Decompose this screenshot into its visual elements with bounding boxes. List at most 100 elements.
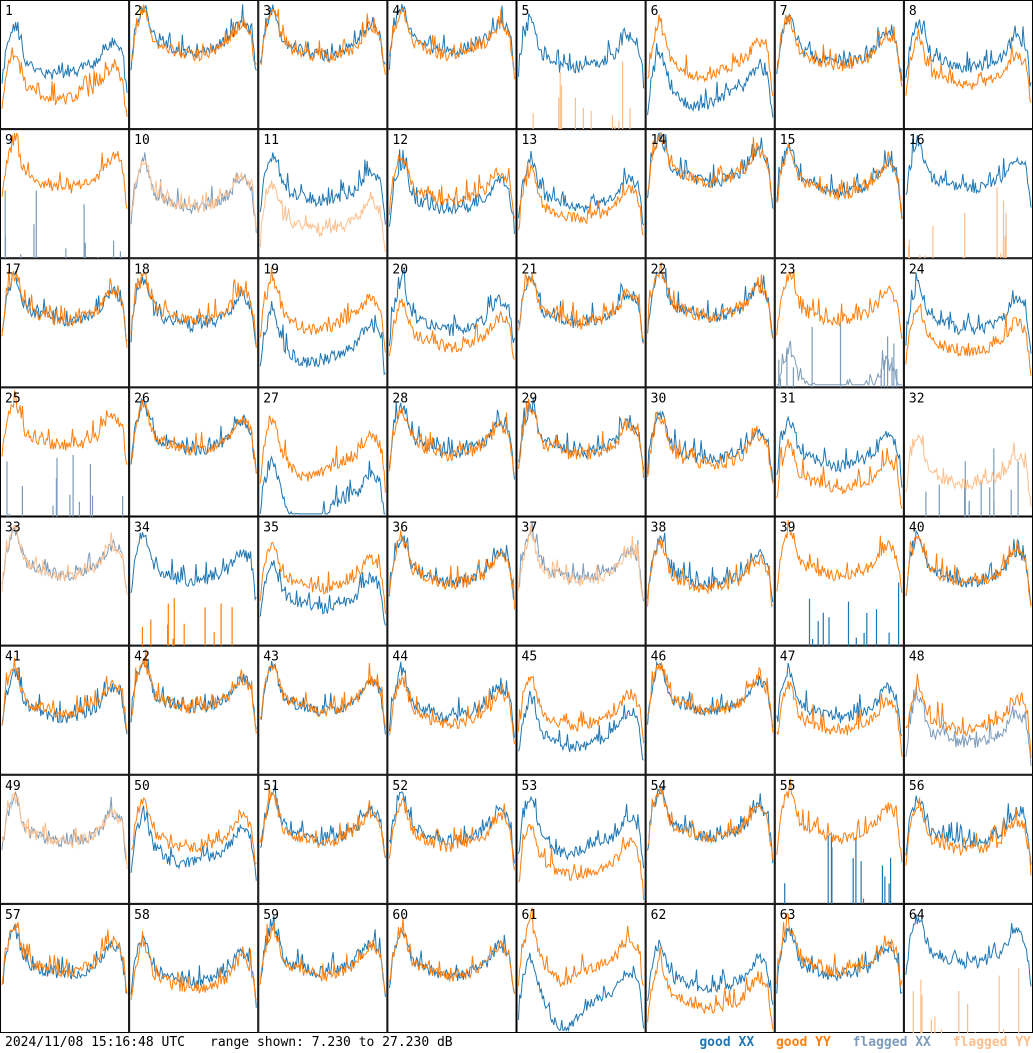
panel-46-label: 46 bbox=[651, 650, 667, 665]
panel-frame bbox=[387, 0, 517, 130]
panel-46-yy-line bbox=[647, 661, 774, 733]
panel-31-xx-line bbox=[776, 415, 903, 488]
panel-55-label: 55 bbox=[780, 779, 796, 794]
panel-6-yy-line bbox=[647, 14, 774, 96]
panel-20-xx-line bbox=[388, 268, 515, 347]
panel-61-label: 61 bbox=[522, 908, 538, 923]
panel-35: 35 bbox=[258, 516, 388, 646]
panel-33-label: 33 bbox=[5, 521, 21, 536]
panel-frame bbox=[129, 774, 259, 904]
panel-3-xx-line bbox=[259, 4, 386, 65]
panel-29-label: 29 bbox=[522, 391, 538, 406]
panel-18: 18 bbox=[129, 258, 259, 388]
panel-47: 47 bbox=[774, 645, 904, 775]
panel-6-label: 6 bbox=[651, 4, 659, 19]
panel-frame bbox=[0, 129, 130, 259]
panel-frame bbox=[903, 516, 1033, 646]
panel-36-label: 36 bbox=[392, 521, 408, 536]
panel-48: 48 bbox=[903, 645, 1033, 775]
panel-20-yy-line bbox=[388, 298, 515, 360]
panel-33-xx-line bbox=[1, 527, 128, 589]
panel-23: 23 bbox=[774, 258, 904, 388]
panel-2-yy-line bbox=[130, 4, 257, 65]
panel-28-yy-line bbox=[388, 407, 515, 474]
panel-27-label: 27 bbox=[263, 391, 279, 406]
panel-61-xx-line bbox=[518, 952, 645, 1032]
panel-38-yy-line bbox=[647, 539, 774, 608]
panel-19: 19 bbox=[258, 258, 388, 388]
timestamp: 2024/11/08 15:16:48 UTC bbox=[5, 1035, 186, 1050]
panel-2: 2 bbox=[129, 0, 259, 130]
panel-27-yy-line bbox=[259, 415, 386, 493]
panel-29-yy-line bbox=[518, 398, 645, 479]
panel-48-xx-line bbox=[905, 686, 1032, 766]
panel-34-spikes bbox=[141, 598, 233, 646]
panel-15-yy-line bbox=[776, 143, 903, 219]
panel-64: 64 bbox=[903, 903, 1033, 1033]
panel-38: 38 bbox=[645, 516, 775, 646]
panel-5-label: 5 bbox=[522, 4, 530, 19]
panel-63-yy-line bbox=[776, 912, 903, 986]
panel-frame bbox=[774, 516, 904, 646]
panel-frame bbox=[516, 645, 646, 775]
panel-4: 4 bbox=[387, 0, 517, 130]
panel-60-label: 60 bbox=[392, 908, 408, 923]
panel-frame bbox=[774, 903, 904, 1033]
panel-12-xx-line bbox=[388, 149, 515, 235]
panel-38-label: 38 bbox=[651, 521, 667, 536]
panel-frame bbox=[645, 0, 775, 130]
panel-42: 42 bbox=[129, 645, 259, 775]
panel-11: 11 bbox=[258, 129, 388, 259]
panel-60-yy-line bbox=[388, 917, 515, 994]
panel-frame bbox=[903, 903, 1033, 1033]
panel-frame bbox=[258, 258, 388, 388]
panel-62-label: 62 bbox=[651, 908, 667, 923]
legend-good-yy: good YY bbox=[775, 1035, 831, 1050]
panel-16-label: 16 bbox=[909, 133, 925, 148]
panel-frame bbox=[387, 774, 517, 904]
panel-41: 41 bbox=[0, 645, 130, 775]
panel-frame bbox=[129, 129, 259, 259]
legend: good XX good YY flagged XX flagged YY bbox=[685, 1033, 1031, 1053]
panel-34: 34 bbox=[129, 516, 259, 646]
panel-18-yy-line bbox=[130, 272, 257, 347]
panel-59-label: 59 bbox=[263, 908, 279, 923]
legend-flagged-xx: flagged XX bbox=[852, 1035, 931, 1050]
panel-30-label: 30 bbox=[651, 391, 667, 406]
panel-53: 53 bbox=[516, 774, 646, 904]
panel-55-spikes bbox=[784, 835, 892, 904]
panel-11-yy-line bbox=[259, 180, 386, 253]
panel-58: 58 bbox=[129, 903, 259, 1033]
panel-19-yy-line bbox=[259, 266, 386, 353]
panel-61-yy-line bbox=[518, 907, 645, 988]
panel-9: 9 bbox=[0, 129, 130, 259]
legend-good-xx: good XX bbox=[699, 1035, 755, 1050]
panel-48-yy-line bbox=[905, 673, 1032, 758]
panel-7-yy-line bbox=[776, 14, 903, 87]
panel-64-label: 64 bbox=[909, 908, 925, 923]
panel-64-spikes bbox=[912, 968, 1020, 1033]
panel-20-label: 20 bbox=[392, 262, 408, 277]
panel-17-label: 17 bbox=[5, 262, 21, 277]
panel-1-xx-line bbox=[1, 21, 128, 93]
panel-23-spikes bbox=[778, 323, 898, 388]
panel-47-xx-line bbox=[776, 662, 903, 736]
panel-36-yy-line bbox=[388, 530, 515, 610]
panel-64-xx-line bbox=[905, 914, 1032, 987]
panel-frame bbox=[645, 258, 775, 388]
panel-54-yy-line bbox=[647, 787, 774, 861]
panel-10-yy-line bbox=[130, 159, 257, 229]
panel-23-xx-line bbox=[776, 340, 902, 386]
panel-19-xx-line bbox=[259, 301, 386, 376]
panel-frame bbox=[903, 774, 1033, 904]
panel-15: 15 bbox=[774, 129, 904, 259]
panel-frame bbox=[129, 903, 259, 1033]
panel-53-xx-line bbox=[518, 795, 645, 869]
panel-56: 56 bbox=[903, 774, 1033, 904]
panel-26-label: 26 bbox=[134, 391, 150, 406]
panel-frame bbox=[645, 516, 775, 646]
panel-frame bbox=[129, 516, 259, 646]
panel-45-xx-line bbox=[518, 690, 644, 761]
